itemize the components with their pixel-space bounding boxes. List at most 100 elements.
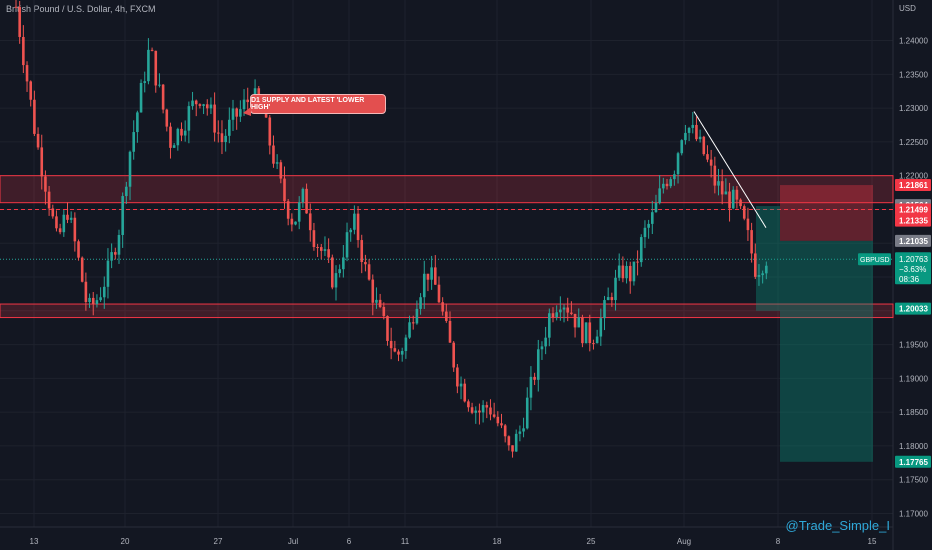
candle (114, 252, 117, 255)
candle (415, 308, 419, 324)
candle (316, 247, 319, 249)
x-tick-label: 8 (776, 537, 781, 546)
candle (540, 346, 544, 350)
candle (746, 218, 750, 231)
price-label-text: 1.21335 (899, 217, 928, 226)
y-tick-label: 1.22500 (899, 138, 928, 147)
currency-label: USD (899, 4, 916, 13)
candle (757, 275, 761, 277)
candle (728, 191, 731, 209)
candle (735, 189, 739, 200)
candle (397, 351, 400, 355)
candle (47, 191, 51, 209)
candle (191, 100, 194, 107)
candle (496, 416, 500, 424)
last-price-text: 08:36 (899, 275, 920, 284)
candle (408, 322, 411, 338)
candle (33, 99, 36, 134)
candle (150, 49, 154, 51)
candle (22, 36, 25, 66)
price-label-text: 1.21861 (899, 181, 928, 190)
candle (562, 307, 566, 310)
candle (382, 306, 386, 317)
y-tick-label: 1.19500 (899, 341, 928, 350)
candle (647, 223, 650, 228)
candle (378, 299, 382, 307)
candle (84, 281, 88, 303)
y-tick-label: 1.24000 (899, 37, 928, 46)
candle (478, 410, 481, 413)
price-label-tag (895, 302, 931, 315)
candle (139, 82, 143, 113)
candle (279, 162, 283, 179)
candle (18, 6, 21, 37)
candle (301, 188, 305, 203)
candle (761, 273, 764, 276)
candle (272, 145, 275, 164)
candle (349, 229, 353, 233)
candle (180, 128, 183, 136)
candle (331, 257, 334, 288)
candle (452, 342, 455, 368)
candle (632, 261, 636, 282)
x-tick-label: 13 (30, 537, 39, 546)
x-tick-label: 11 (401, 537, 410, 546)
candle (709, 159, 713, 166)
x-tick-label: 20 (121, 537, 130, 546)
candle (275, 162, 279, 164)
y-tick-label: 1.23000 (899, 104, 928, 113)
y-tick-label: 1.19000 (899, 374, 928, 383)
candle (437, 284, 441, 303)
candle (264, 113, 268, 118)
candle (154, 50, 158, 86)
candle (386, 316, 389, 341)
candle (209, 104, 213, 109)
candle (463, 383, 467, 402)
candle (419, 297, 422, 309)
candle (717, 181, 720, 186)
y-tick-label: 1.22000 (899, 172, 928, 181)
candle (268, 117, 272, 146)
candle (194, 100, 198, 105)
x-tick-label: Jul (288, 537, 298, 546)
candle (216, 132, 220, 134)
candle (706, 154, 709, 160)
candle (687, 127, 691, 133)
candle (765, 265, 768, 274)
annotation-callout[interactable]: D1 SUPPLY AND LATEST 'LOWER HIGH' (243, 94, 386, 116)
candle (573, 313, 577, 328)
candle (102, 286, 106, 298)
candle (500, 423, 503, 426)
candle (566, 307, 570, 313)
candle (621, 265, 625, 279)
candle (294, 221, 297, 225)
candle (625, 265, 628, 279)
candle (559, 309, 562, 313)
candle (106, 260, 110, 287)
candle (680, 140, 684, 154)
candle (128, 151, 132, 187)
candle (584, 322, 588, 344)
candle (400, 350, 404, 355)
candle (459, 383, 463, 387)
candle (290, 218, 294, 225)
candle (40, 147, 44, 177)
candle (228, 119, 231, 136)
candle (80, 257, 84, 282)
candle (665, 183, 669, 187)
candle (66, 214, 69, 220)
candle (161, 84, 165, 110)
candle (441, 302, 444, 312)
candle (198, 104, 202, 106)
candle (536, 349, 540, 380)
candle (570, 312, 573, 314)
candle (691, 124, 695, 128)
candle (246, 99, 250, 103)
candle (404, 337, 408, 351)
candle (77, 241, 80, 258)
candle (308, 213, 312, 231)
candle (29, 81, 33, 100)
candle (136, 112, 139, 133)
candle (121, 196, 124, 235)
